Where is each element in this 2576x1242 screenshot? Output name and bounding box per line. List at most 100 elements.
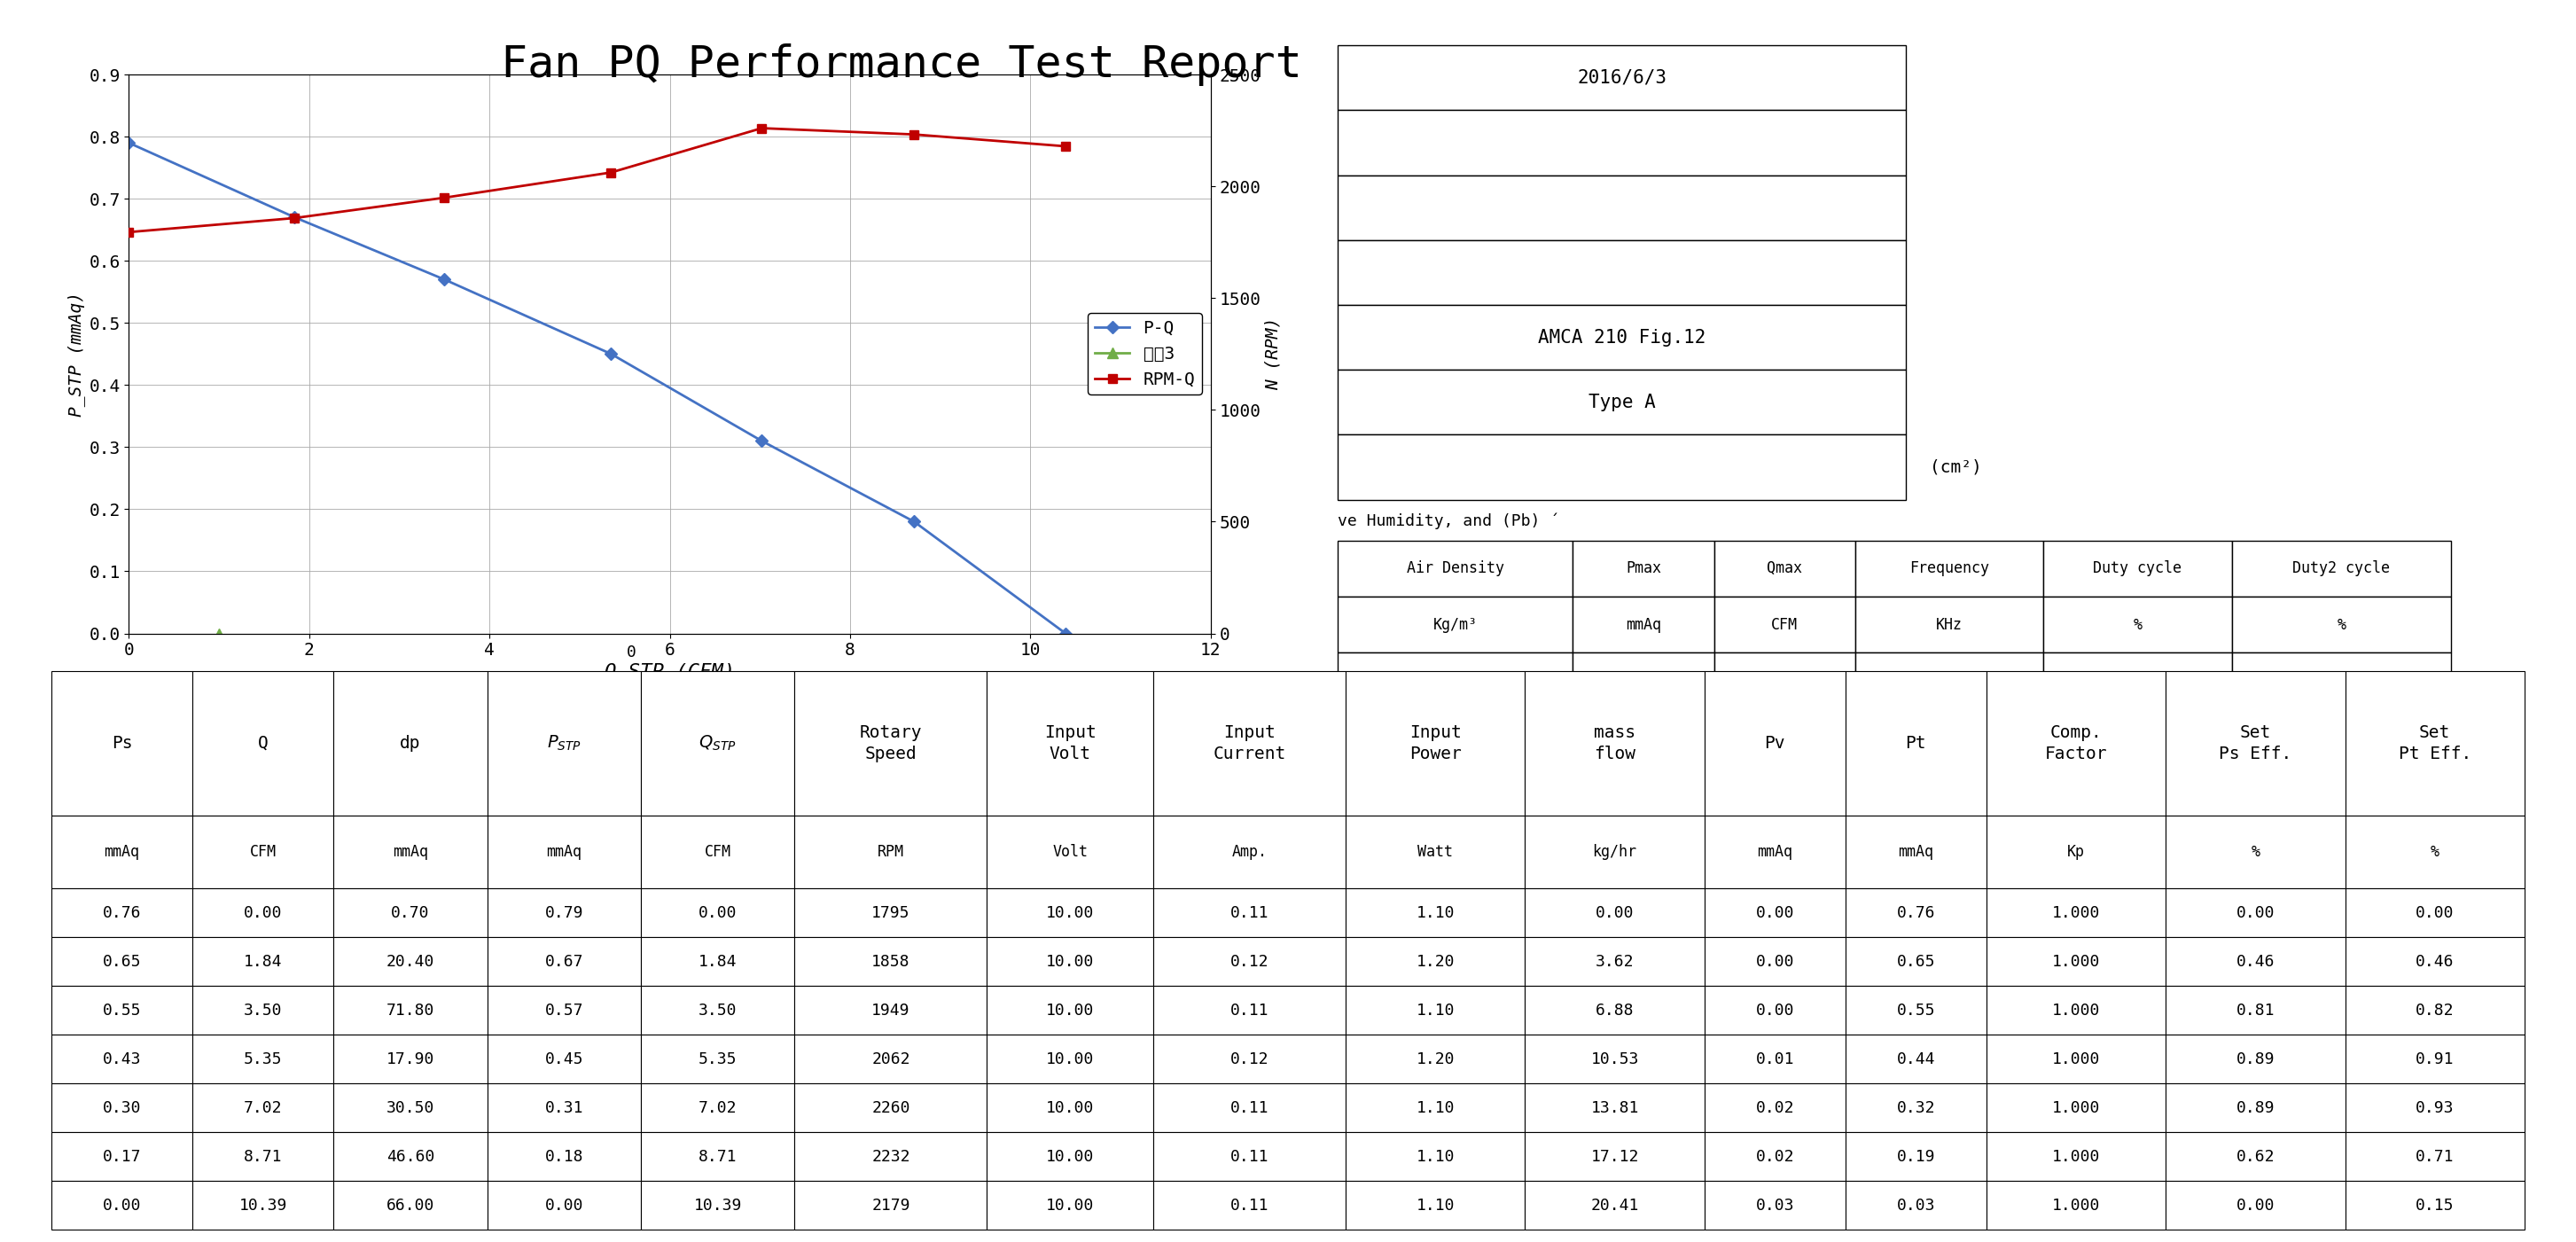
Bar	[2344, 1181, 2524, 1230]
Bar	[1844, 1035, 1986, 1083]
Text: 46.60: 46.60	[386, 1149, 435, 1165]
Bar	[1986, 1083, 2166, 1133]
Bar	[1525, 1035, 1705, 1083]
Text: Input
Power: Input Power	[1409, 724, 1461, 763]
Bar	[1154, 671, 1345, 816]
Bar	[793, 1133, 987, 1181]
Text: 0.91: 0.91	[2416, 1051, 2455, 1067]
Text: CFM: CFM	[1772, 616, 1798, 632]
Bar	[1844, 889, 1986, 938]
Bar	[1154, 938, 1345, 986]
Bar	[641, 1133, 793, 1181]
Bar	[1345, 816, 1525, 889]
Bar	[1337, 652, 1574, 709]
Text: 1.157: 1.157	[1432, 673, 1476, 688]
Bar	[193, 1133, 332, 1181]
Text: 0.32: 0.32	[1896, 1100, 1935, 1115]
Text: 0.43: 0.43	[103, 1051, 142, 1067]
Text: 2016/6/3: 2016/6/3	[1577, 68, 1667, 87]
Bar	[1154, 986, 1345, 1035]
Bar	[52, 889, 193, 938]
Bar	[1154, 1035, 1345, 1083]
Bar	[332, 1035, 487, 1083]
Text: 1.84: 1.84	[698, 954, 737, 970]
Bar	[1844, 1181, 1986, 1230]
Bar	[1337, 370, 1906, 435]
Bar	[2344, 1133, 2524, 1181]
Bar	[1525, 816, 1705, 889]
Text: mmAq: mmAq	[1625, 616, 1662, 632]
Text: 0.02: 0.02	[1757, 1100, 1795, 1115]
Bar	[987, 1181, 1154, 1230]
Bar	[1844, 816, 1986, 889]
Text: Ps: Ps	[111, 735, 131, 751]
Bar	[1154, 1133, 1345, 1181]
Bar	[1986, 938, 2166, 986]
Text: 0.17: 0.17	[103, 1149, 142, 1165]
Text: 1.000: 1.000	[2053, 1051, 2099, 1067]
Bar	[641, 938, 793, 986]
Bar	[1844, 938, 1986, 986]
Bar	[2231, 596, 2452, 652]
Bar	[52, 816, 193, 889]
Bar	[1986, 1181, 2166, 1230]
Bar	[1345, 671, 1525, 816]
Bar	[1154, 816, 1345, 889]
Bar	[487, 889, 641, 938]
Text: 0.89: 0.89	[2236, 1051, 2275, 1067]
Text: 0.93: 0.93	[2416, 1100, 2455, 1115]
Text: 3.62: 3.62	[1595, 954, 1633, 970]
Text: 0.44: 0.44	[1896, 1051, 1935, 1067]
Text: 0.30: 0.30	[103, 1100, 142, 1115]
Bar	[1705, 1181, 1844, 1230]
Text: 0.62: 0.62	[2236, 1149, 2275, 1165]
Bar	[1844, 986, 1986, 1035]
Bar	[1345, 1181, 1525, 1230]
Bar	[1705, 816, 1844, 889]
Bar	[2166, 1035, 2344, 1083]
Bar	[641, 1083, 793, 1133]
Bar	[332, 889, 487, 938]
Bar	[1705, 986, 1844, 1035]
Bar	[1844, 1133, 1986, 1181]
Y-axis label: N (RPM): N (RPM)	[1265, 318, 1280, 390]
Text: KHz: KHz	[1937, 616, 1963, 632]
Text: 0.00: 0.00	[1757, 954, 1795, 970]
X-axis label: Q_STP (CFM): Q_STP (CFM)	[605, 662, 734, 681]
Text: Volt: Volt	[1054, 845, 1087, 861]
Bar	[52, 986, 193, 1035]
Bar	[1713, 596, 1855, 652]
Bar	[52, 1035, 193, 1083]
Text: dp: dp	[399, 735, 420, 751]
Bar	[1844, 671, 1986, 816]
Bar	[2166, 816, 2344, 889]
Text: 17.90: 17.90	[386, 1051, 435, 1067]
Bar	[987, 1083, 1154, 1133]
Bar	[1986, 816, 2166, 889]
Text: Watt: Watt	[1417, 845, 1453, 861]
Text: 0.45: 0.45	[544, 1051, 582, 1067]
Bar	[987, 889, 1154, 938]
Bar	[1705, 1133, 1844, 1181]
Bar	[1525, 938, 1705, 986]
Text: 0.76: 0.76	[1896, 905, 1935, 922]
Bar	[1574, 596, 1713, 652]
Bar	[1337, 111, 1906, 175]
Text: 0.00: 0.00	[1757, 905, 1795, 922]
Bar	[2344, 816, 2524, 889]
Bar	[793, 1083, 987, 1133]
Text: 71.80: 71.80	[386, 1002, 435, 1018]
Text: Kp: Kp	[2066, 845, 2084, 861]
Bar	[2231, 540, 2452, 596]
Text: 7.02: 7.02	[698, 1100, 737, 1115]
Bar	[1986, 986, 2166, 1035]
Text: 1.20: 1.20	[1417, 1051, 1455, 1067]
Text: 20.41: 20.41	[1589, 1197, 1638, 1213]
Text: 10.00: 10.00	[1046, 1149, 1095, 1165]
Bar	[1337, 435, 1906, 499]
Text: (cm²): (cm²)	[1929, 458, 1981, 476]
Text: 2062: 2062	[871, 1051, 909, 1067]
Text: 10.00: 10.00	[1046, 1002, 1095, 1018]
Text: 8.71: 8.71	[245, 1149, 283, 1165]
Text: 0.12: 0.12	[1231, 954, 1270, 970]
